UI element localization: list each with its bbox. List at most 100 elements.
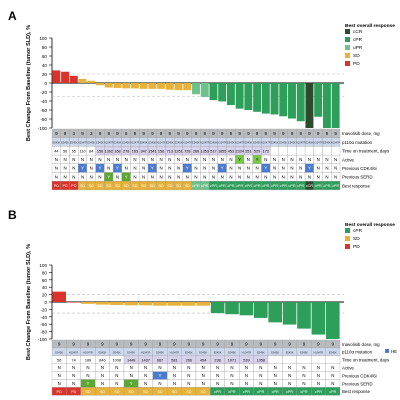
panel-b-table-cell-text: SD <box>143 390 149 394</box>
panel-b-table-cell-text: N <box>173 373 176 378</box>
panel-a-y-tick-label: -60 <box>40 108 47 113</box>
panel-b-table-cell-text: cPR <box>243 390 250 394</box>
panel-b-table-cell-text: 9 <box>260 341 263 346</box>
panel-a-table-cell-text: SD <box>132 184 138 188</box>
panel-a-table-cell-text: Y <box>186 166 189 171</box>
panel-b-table-cell-text: cPR <box>272 390 279 394</box>
panel-a-table-cell-text: 156 <box>97 149 103 153</box>
panel-b-y-tick-label: 60 <box>42 278 48 283</box>
panel-a-legend-label: cPR <box>353 37 363 43</box>
panel-b-y-tick-label: -40 <box>40 315 47 320</box>
panel-b-table-cell-text: SD <box>85 390 91 394</box>
panel-b-legend-label: PD <box>353 244 360 250</box>
panel-a-table-cell-text: N <box>90 166 93 171</box>
panel-b-table-cell-text: SD <box>201 390 207 394</box>
panel-b-table-cell-text: E545K <box>127 350 135 354</box>
panel-b-y-tick-label: 40 <box>42 285 48 290</box>
panel-b-table-cell-text: N <box>230 365 233 370</box>
panel-a-table-cell-text: N <box>90 174 93 179</box>
panel-a-table-cell-text: N <box>81 174 84 179</box>
panel-b-table-cell-text: SD <box>114 390 120 394</box>
panel-a-table-cell-text: N <box>81 157 84 162</box>
panel-a-table-cell-text: N <box>247 157 250 162</box>
panel-b-table-cell-text: cPR <box>300 390 307 394</box>
panel-a-y-tick-label: -40 <box>40 99 47 104</box>
panel-a-table-cell-text: cPR <box>253 184 260 188</box>
panel-a-table-cell-text: Y <box>308 166 311 171</box>
panel-b-table-cell-text: SD <box>100 390 106 394</box>
panel-b-table-cell-text: N <box>331 381 334 386</box>
panel-b-bar <box>153 302 167 306</box>
panel-a-table-row-label: Previous SERD <box>342 175 373 180</box>
panel-b-table-cell-text: N <box>72 373 75 378</box>
panel-b-table-cell-text: 539 <box>243 358 249 362</box>
panel-a-legend-swatch <box>345 37 350 42</box>
panel-b-table-cell <box>282 355 297 364</box>
panel-a-y-tick-label: 20 <box>42 72 48 77</box>
panel-a-bar <box>288 83 296 119</box>
panel-a-table-cell <box>304 146 314 156</box>
panel-b-table-cell-text: N <box>230 373 233 378</box>
panel-b-y-tick-label: -60 <box>40 322 47 327</box>
panel-a-table-cell-text: 728 <box>184 149 190 153</box>
panel-a-table-cell-text: 9 <box>177 131 180 136</box>
panel-a-table-cell-text: SD <box>176 184 182 188</box>
panel-a-table-cell-text: N <box>133 157 136 162</box>
panel-a-table-cell-text: cCR <box>306 184 314 188</box>
panel-a-table-cell-text: N <box>334 174 337 179</box>
panel-a-table-cell-text: N <box>308 174 311 179</box>
panel-a-table-cell-text: N <box>133 166 136 171</box>
panel-a-table-cell-text: 9 <box>308 131 311 136</box>
panel-a-table-cell-text: N <box>238 174 241 179</box>
panel-a-bar <box>69 75 78 83</box>
panel-b-table-cell-text: N <box>101 365 104 370</box>
panel-a-table-cell-text: N <box>273 157 276 162</box>
panel-b-table-cell-text: 9 <box>87 341 90 346</box>
panel-b-table-cell-text: 9 <box>317 341 320 346</box>
panel-a-table-cell-text: N <box>168 166 171 171</box>
panel-b-y-tick-label: 100 <box>39 263 47 268</box>
panel-a-table-row-label: Previous CDK4/6i <box>342 166 377 171</box>
panel-b-table-cell-text: N <box>173 365 176 370</box>
panel-b-table-cell-text: N <box>317 381 320 386</box>
panel-a-table-cell-text: 453 <box>228 149 234 153</box>
panel-a-bar <box>192 83 200 95</box>
panel-a-table-cell-text: SD <box>158 184 164 188</box>
panel-a-table-cell-text: 1392 <box>105 149 113 153</box>
panel-b-table-cell-text: N <box>187 373 190 378</box>
panel-a-table-cell-text: N <box>325 166 328 171</box>
panel-a-table-cell-text: N <box>160 174 163 179</box>
panel-a-table-cell-text: N <box>203 166 206 171</box>
panel-b-table-cell-text: N <box>216 381 219 386</box>
panel-b-bar <box>268 302 282 323</box>
panel-a-table-cell-text: N <box>282 157 285 162</box>
panel-b-bar <box>210 302 225 314</box>
panel-a-table-cell-text: E545K <box>323 141 331 145</box>
panel-b-table-cell-text: E545K <box>55 350 63 354</box>
panel-a-table-cell-text: Y <box>116 166 119 171</box>
panel-a-table-row-label: p110α mutation <box>342 140 373 145</box>
panel-a-table-cell-text: N <box>229 174 232 179</box>
panel-b-table-cell-text: cPR <box>257 390 264 394</box>
panel-a-table-cell-text: E545K <box>210 141 218 145</box>
panel-b-table-cell-text: N <box>115 365 118 370</box>
panel-b-table-cell-text: Y <box>87 381 90 386</box>
panel-a-table-cell-text: 9 <box>238 131 241 136</box>
panel-b-table-cell-text: N <box>115 381 118 386</box>
panel-a-bar <box>104 83 113 88</box>
panel-a-table-cell-text: N <box>290 174 293 179</box>
panel-a-table-cell-text: N <box>64 157 67 162</box>
panel-a-bar <box>296 83 305 122</box>
panel-a-table-cell-text: N <box>325 174 328 179</box>
panel-a-table-cell-text: E545K <box>306 141 314 145</box>
panel-a-bar <box>322 83 331 128</box>
panel-a-legend-label: SD <box>353 53 360 59</box>
panel-a-table-row-label: Best response <box>342 183 371 188</box>
panel-a-bar <box>174 83 183 91</box>
panel-a-bar <box>200 83 209 97</box>
panel-b-table-cell-text: E545K <box>286 350 294 354</box>
panel-a-table-cell-text: E545K <box>61 141 69 145</box>
panel-a-table-cell-text: N <box>72 174 75 179</box>
panel-a-table-cell-text: N <box>142 174 145 179</box>
panel-b: B 100 80 60 40 20 0 -20 -40 -60 -80 -100 Best Change… <box>8 208 397 396</box>
